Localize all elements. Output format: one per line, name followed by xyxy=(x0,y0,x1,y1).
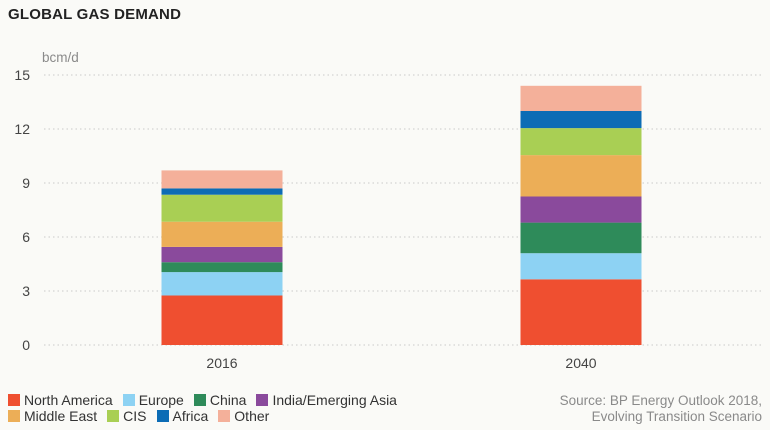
legend-swatch xyxy=(193,394,206,406)
source-note: Source: BP Energy Outlook 2018, Evolving… xyxy=(560,393,762,425)
legend-label: China xyxy=(209,392,247,408)
legend-item: North America xyxy=(8,392,113,408)
source-line-2: Evolving Transition Scenario xyxy=(591,409,762,424)
legend-item: CIS xyxy=(107,408,147,424)
bar-segment-other-2040 xyxy=(520,85,642,111)
legend-label: Middle East xyxy=(24,408,98,424)
bar-segment-middle-east-2040 xyxy=(520,155,642,197)
legend: North America Europe China India/Emerging A… xyxy=(8,392,468,424)
legend-item: Other xyxy=(218,408,269,424)
y-tick-label: 6 xyxy=(22,229,30,245)
bar-segment-europe-2040 xyxy=(520,253,642,280)
bar-segment-cis-2040 xyxy=(520,128,642,156)
chart-title: GLOBAL GAS DEMAND xyxy=(8,6,182,23)
bar-segment-middle-east-2016 xyxy=(161,221,283,247)
legend-swatch xyxy=(107,410,120,422)
stacked-bar-chart: 0 3 6 9 12 15 bcm/d 2016 2040 xyxy=(14,50,762,371)
legend-swatch xyxy=(8,394,20,406)
bar-segment-china-2016 xyxy=(161,262,283,273)
bar-segment-north-america-2040 xyxy=(520,279,642,345)
legend-swatch xyxy=(256,394,269,406)
bars xyxy=(161,85,642,345)
source-line-1: Source: BP Energy Outlook 2018, xyxy=(559,393,762,408)
legend-swatch xyxy=(156,410,169,422)
x-tick-label: 2016 xyxy=(206,355,237,371)
y-tick-label: 15 xyxy=(14,67,30,83)
legend-label: North America xyxy=(24,392,113,408)
legend-row-1: North America Europe China India/Emerging A… xyxy=(8,392,468,408)
gridlines xyxy=(44,74,762,346)
legend-item: Africa xyxy=(156,408,209,424)
y-tick-label: 3 xyxy=(22,283,30,299)
y-axis-label: bcm/d xyxy=(42,50,79,65)
y-axis: 0 3 6 9 12 15 xyxy=(14,67,30,353)
legend-row-2: Middle East CIS Africa Other xyxy=(8,408,468,424)
y-tick-label: 12 xyxy=(14,121,30,137)
legend-item: Europe xyxy=(122,392,184,408)
legend-item: China xyxy=(193,392,247,408)
legend-label: Other xyxy=(234,408,270,424)
y-tick-label: 9 xyxy=(22,175,30,191)
legend-label: Europe xyxy=(138,392,184,408)
bar-segment-china-2040 xyxy=(520,222,642,254)
bar-segment-other-2016 xyxy=(161,170,283,189)
bar-segment-india-emerging-asia-2016 xyxy=(161,246,283,263)
x-axis: 2016 2040 xyxy=(206,355,596,371)
legend-swatch xyxy=(8,410,20,422)
legend-label: Africa xyxy=(172,408,209,424)
legend-label: India/Emerging Asia xyxy=(272,392,397,408)
bar-segment-india-emerging-asia-2040 xyxy=(520,196,642,223)
x-tick-label: 2040 xyxy=(565,355,596,371)
bar-segment-africa-2016 xyxy=(161,188,283,195)
bar-segment-africa-2040 xyxy=(520,111,642,129)
bar-segment-cis-2016 xyxy=(161,194,283,222)
legend-item: India/Emerging Asia xyxy=(256,392,397,408)
legend-label: CIS xyxy=(123,408,147,424)
bar-segment-north-america-2016 xyxy=(161,295,283,345)
bar-segment-europe-2016 xyxy=(161,272,283,296)
legend-swatch xyxy=(122,394,135,406)
legend-item: Middle East xyxy=(8,408,97,424)
legend-swatch xyxy=(218,410,231,422)
y-tick-label: 0 xyxy=(22,337,30,353)
